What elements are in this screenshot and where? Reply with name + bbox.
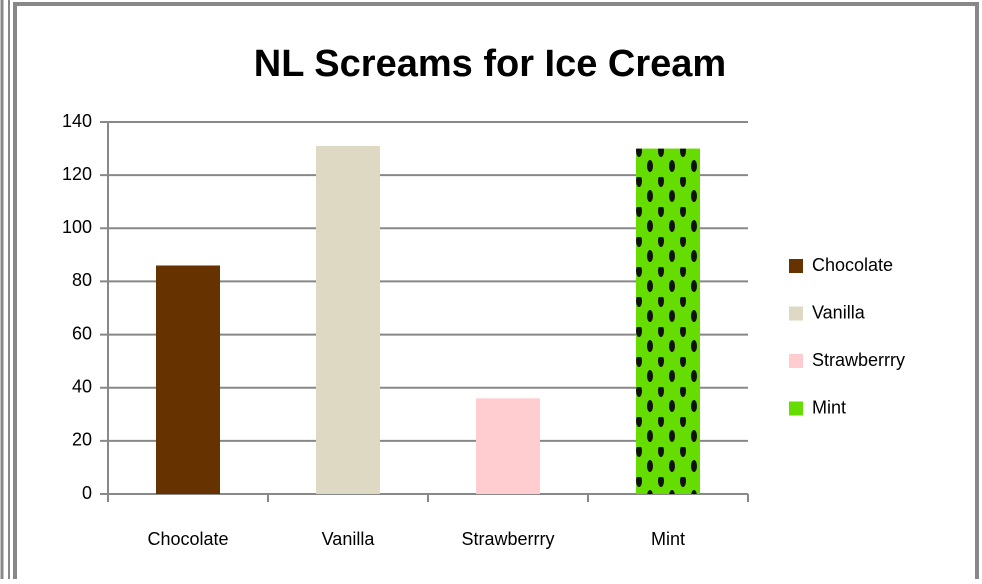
legend-swatch	[789, 259, 803, 273]
y-tick-label: 60	[72, 323, 92, 343]
x-tick-label: Mint	[651, 529, 685, 549]
legend-label: Mint	[812, 397, 846, 417]
x-tick-label: Vanilla	[322, 529, 376, 549]
bar	[636, 148, 700, 495]
legend-label: Chocolate	[812, 255, 893, 275]
y-tick-label: 100	[62, 217, 92, 237]
legend-swatch	[789, 306, 803, 321]
y-tick-label: 40	[72, 376, 92, 396]
y-tick-label: 80	[72, 270, 92, 290]
y-tick-label: 120	[62, 164, 92, 184]
x-tick-label: Chocolate	[147, 529, 228, 549]
y-tick-label: 20	[72, 430, 92, 450]
bar	[156, 265, 220, 494]
chart-title: NL Screams for Ice Cream	[254, 43, 726, 85]
legend-swatch	[789, 401, 803, 416]
legend-swatch	[789, 354, 803, 368]
bar	[316, 145, 380, 494]
y-tick-label: 0	[82, 483, 92, 503]
legend-label: Vanilla	[812, 302, 866, 322]
x-tick-label: Strawberrry	[461, 529, 554, 549]
legend-label: Strawberrry	[812, 350, 905, 370]
bar	[476, 398, 540, 494]
y-tick-label: 140	[62, 111, 92, 131]
